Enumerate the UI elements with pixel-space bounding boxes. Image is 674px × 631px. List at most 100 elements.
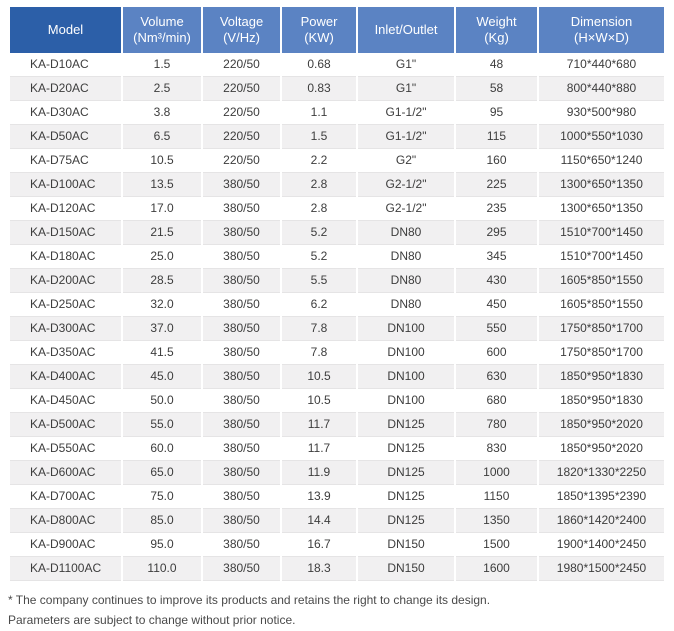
cell-weight: 600 bbox=[456, 341, 537, 365]
cell-weight: 225 bbox=[456, 173, 537, 197]
cell-voltage: 380/50 bbox=[203, 389, 280, 413]
cell-model: KA-D550AC bbox=[10, 437, 121, 461]
table-row: KA-D20AC 2.5 220/50 0.83 G1" 58 800*440*880 bbox=[10, 77, 664, 101]
cell-power: 11.7 bbox=[282, 437, 356, 461]
table-row: KA-D1100AC 110.0 380/50 18.3 DN150 1600 1980*1… bbox=[10, 557, 664, 581]
cell-model: KA-D300AC bbox=[10, 317, 121, 341]
cell-weight: 1000 bbox=[456, 461, 537, 485]
cell-weight: 630 bbox=[456, 365, 537, 389]
cell-voltage: 380/50 bbox=[203, 269, 280, 293]
cell-model: KA-D120AC bbox=[10, 197, 121, 221]
cell-volume: 75.0 bbox=[123, 485, 201, 509]
cell-inlet-outlet: G1" bbox=[358, 53, 454, 77]
cell-weight: 115 bbox=[456, 125, 537, 149]
cell-volume: 110.0 bbox=[123, 557, 201, 581]
cell-model: KA-D75AC bbox=[10, 149, 121, 173]
cell-volume: 50.0 bbox=[123, 389, 201, 413]
cell-weight: 780 bbox=[456, 413, 537, 437]
cell-voltage: 380/50 bbox=[203, 173, 280, 197]
cell-power: 5.2 bbox=[282, 221, 356, 245]
cell-model: KA-D20AC bbox=[10, 77, 121, 101]
cell-model: KA-D100AC bbox=[10, 173, 121, 197]
cell-voltage: 380/50 bbox=[203, 485, 280, 509]
cell-dimension: 800*440*880 bbox=[539, 77, 664, 101]
column-header-weight: Weight (Kg) bbox=[456, 7, 537, 53]
cell-dimension: 1300*650*1350 bbox=[539, 197, 664, 221]
cell-volume: 21.5 bbox=[123, 221, 201, 245]
column-header-volume: Volume (Nm³/min) bbox=[123, 7, 201, 53]
cell-volume: 6.5 bbox=[123, 125, 201, 149]
cell-inlet-outlet: DN125 bbox=[358, 413, 454, 437]
table-row: KA-D400AC 45.0 380/50 10.5 DN100 630 1850*950*… bbox=[10, 365, 664, 389]
column-header-sublabel: (Kg) bbox=[484, 30, 509, 45]
cell-weight: 1500 bbox=[456, 533, 537, 557]
cell-model: KA-D400AC bbox=[10, 365, 121, 389]
cell-dimension: 1300*650*1350 bbox=[539, 173, 664, 197]
column-header-sublabel: (Nm³/min) bbox=[133, 30, 191, 45]
cell-voltage: 220/50 bbox=[203, 149, 280, 173]
cell-weight: 160 bbox=[456, 149, 537, 173]
cell-inlet-outlet: DN100 bbox=[358, 317, 454, 341]
cell-volume: 85.0 bbox=[123, 509, 201, 533]
cell-model: KA-D700AC bbox=[10, 485, 121, 509]
column-header-label: Inlet/Outlet bbox=[374, 22, 438, 37]
cell-voltage: 380/50 bbox=[203, 197, 280, 221]
cell-voltage: 380/50 bbox=[203, 437, 280, 461]
cell-weight: 1150 bbox=[456, 485, 537, 509]
table-row: KA-D550AC 60.0 380/50 11.7 DN125 830 1850*950*… bbox=[10, 437, 664, 461]
table-row: KA-D600AC 65.0 380/50 11.9 DN125 1000 1820*133… bbox=[10, 461, 664, 485]
cell-dimension: 1750*850*1700 bbox=[539, 341, 664, 365]
cell-inlet-outlet: DN150 bbox=[358, 557, 454, 581]
cell-model: KA-D250AC bbox=[10, 293, 121, 317]
column-header-sublabel: (KW) bbox=[304, 30, 334, 45]
cell-volume: 25.0 bbox=[123, 245, 201, 269]
cell-dimension: 930*500*980 bbox=[539, 101, 664, 125]
cell-inlet-outlet: G1-1/2" bbox=[358, 125, 454, 149]
cell-volume: 32.0 bbox=[123, 293, 201, 317]
table-row: KA-D800AC 85.0 380/50 14.4 DN125 1350 1860*142… bbox=[10, 509, 664, 533]
cell-model: KA-D50AC bbox=[10, 125, 121, 149]
cell-inlet-outlet: DN100 bbox=[358, 341, 454, 365]
column-header-label: Weight bbox=[476, 14, 517, 29]
cell-weight: 48 bbox=[456, 53, 537, 77]
cell-power: 14.4 bbox=[282, 509, 356, 533]
cell-voltage: 220/50 bbox=[203, 125, 280, 149]
cell-weight: 450 bbox=[456, 293, 537, 317]
cell-dimension: 1850*950*2020 bbox=[539, 437, 664, 461]
cell-volume: 60.0 bbox=[123, 437, 201, 461]
cell-power: 11.9 bbox=[282, 461, 356, 485]
cell-volume: 1.5 bbox=[123, 53, 201, 77]
cell-voltage: 220/50 bbox=[203, 101, 280, 125]
cell-inlet-outlet: DN125 bbox=[358, 461, 454, 485]
table-row: KA-D500AC 55.0 380/50 11.7 DN125 780 1850*950*… bbox=[10, 413, 664, 437]
table-row: KA-D350AC 41.5 380/50 7.8 DN100 600 1750*850*1… bbox=[10, 341, 664, 365]
cell-weight: 830 bbox=[456, 437, 537, 461]
cell-dimension: 1980*1500*2450 bbox=[539, 557, 664, 581]
cell-inlet-outlet: G1-1/2" bbox=[358, 101, 454, 125]
cell-voltage: 380/50 bbox=[203, 557, 280, 581]
cell-voltage: 380/50 bbox=[203, 365, 280, 389]
cell-model: KA-D10AC bbox=[10, 53, 121, 77]
cell-volume: 28.5 bbox=[123, 269, 201, 293]
column-header-label: Dimension bbox=[570, 14, 633, 29]
cell-power: 2.8 bbox=[282, 173, 356, 197]
table-row: KA-D75AC 10.5 220/50 2.2 G2" 160 1150*650*1240 bbox=[10, 149, 664, 173]
cell-model: KA-D30AC bbox=[10, 101, 121, 125]
table-row: KA-D150AC 21.5 380/50 5.2 DN80 295 1510*700*14… bbox=[10, 221, 664, 245]
cell-model: KA-D150AC bbox=[10, 221, 121, 245]
cell-model: KA-D800AC bbox=[10, 509, 121, 533]
column-header-label: Volume bbox=[140, 14, 184, 29]
cell-weight: 1350 bbox=[456, 509, 537, 533]
column-header-dimension: Dimension (H×W×D) bbox=[539, 7, 664, 53]
table-row: KA-D700AC 75.0 380/50 13.9 DN125 1150 1850*139… bbox=[10, 485, 664, 509]
cell-model: KA-D200AC bbox=[10, 269, 121, 293]
cell-inlet-outlet: DN80 bbox=[358, 293, 454, 317]
table-row: KA-D200AC 28.5 380/50 5.5 DN80 430 1605*850*15… bbox=[10, 269, 664, 293]
cell-volume: 37.0 bbox=[123, 317, 201, 341]
cell-dimension: 1820*1330*2250 bbox=[539, 461, 664, 485]
column-header-model: Model bbox=[10, 7, 121, 53]
cell-inlet-outlet: DN100 bbox=[358, 389, 454, 413]
cell-weight: 680 bbox=[456, 389, 537, 413]
cell-dimension: 1850*950*1830 bbox=[539, 365, 664, 389]
cell-power: 7.8 bbox=[282, 317, 356, 341]
